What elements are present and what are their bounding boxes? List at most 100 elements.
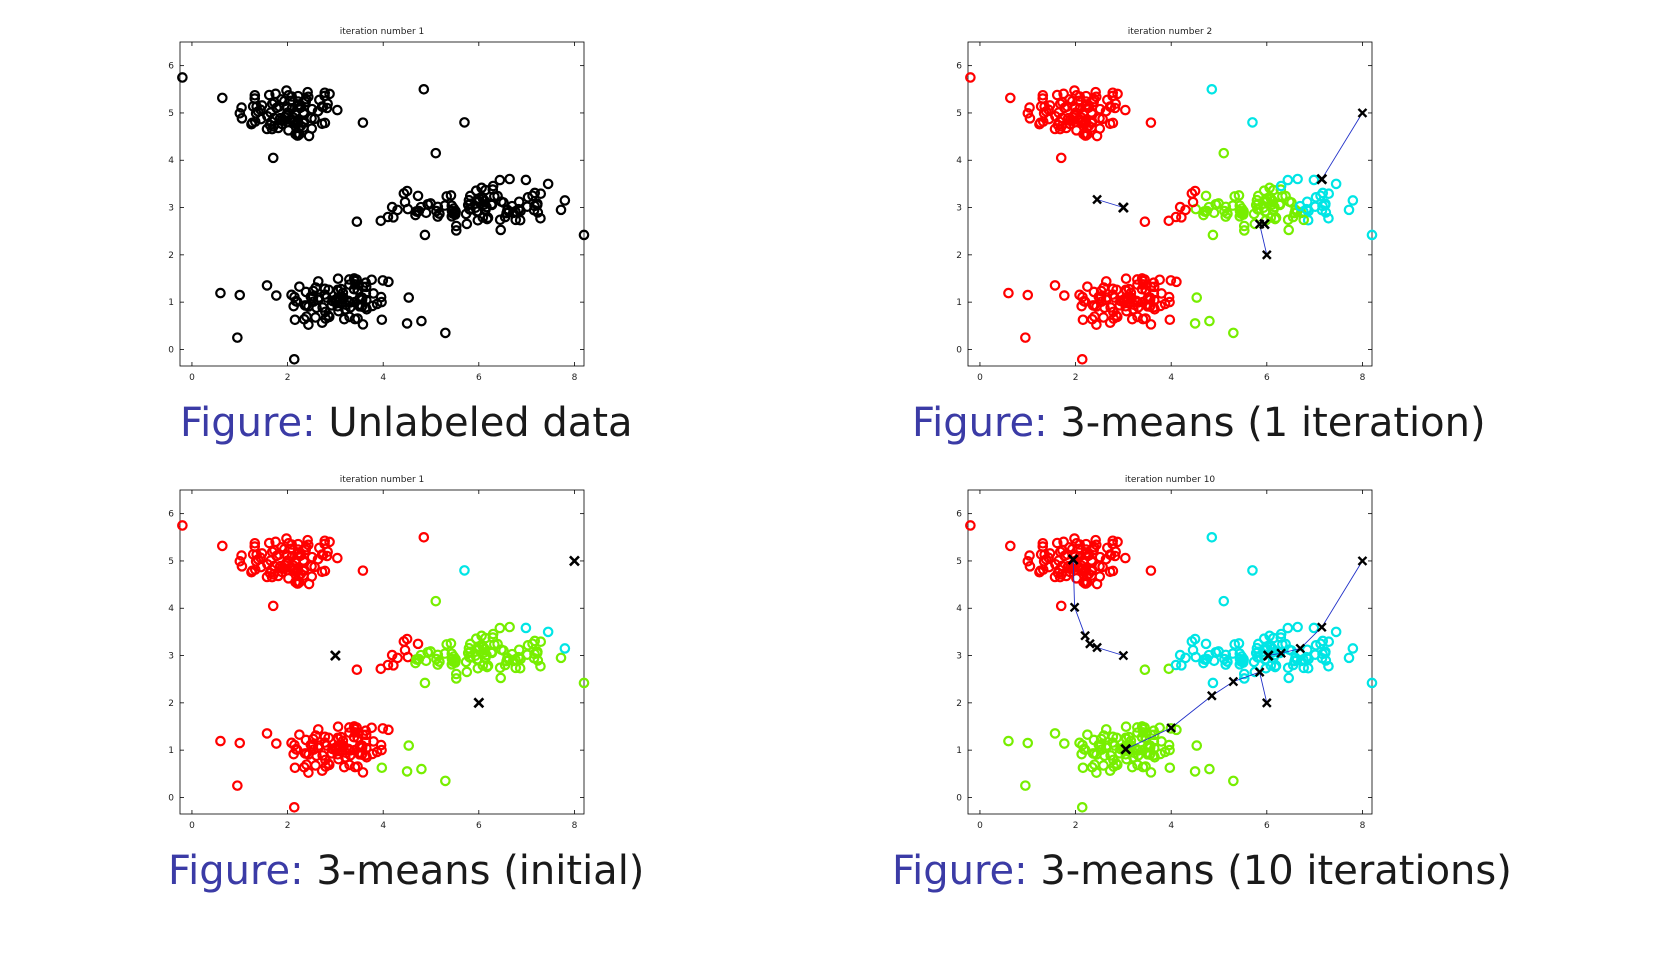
centroid-trail	[1125, 671, 1268, 750]
data-point	[316, 317, 328, 328]
data-point	[270, 88, 281, 100]
data-point	[236, 102, 247, 113]
data-point	[401, 766, 413, 777]
data-point	[1076, 801, 1088, 813]
centroid-x-stroke	[1120, 743, 1132, 755]
data-point	[1280, 638, 1291, 650]
data-point	[319, 737, 330, 748]
data-point	[477, 660, 489, 671]
data-point	[255, 561, 267, 573]
data-point	[450, 673, 462, 684]
data-point	[291, 116, 303, 128]
y-tick-label: 4	[956, 156, 962, 166]
data-point	[288, 748, 299, 760]
centroid-marker	[1259, 218, 1270, 230]
x-tick-label: 4	[380, 373, 386, 383]
data-point	[514, 662, 526, 674]
x-tick-label: 0	[977, 373, 983, 383]
data-point	[1282, 214, 1294, 226]
x-tick-label: 0	[189, 821, 195, 831]
data-point	[1319, 647, 1331, 659]
data-point	[1132, 297, 1144, 308]
data-point	[1343, 204, 1355, 216]
data-point	[514, 214, 526, 226]
data-point	[1282, 174, 1294, 186]
caption-10-iterations: Figure: 3-means (10 iterations)	[892, 848, 1512, 894]
data-point	[461, 666, 473, 678]
data-point	[1098, 282, 1110, 293]
data-point	[1003, 287, 1014, 299]
centroid-x-stroke	[1206, 690, 1217, 701]
data-point	[278, 563, 290, 575]
y-tick-label: 0	[956, 793, 962, 803]
data-point	[1082, 729, 1093, 740]
data-point	[344, 745, 356, 756]
y-tick-label: 5	[168, 557, 174, 567]
data-point	[366, 274, 377, 286]
data-point	[291, 130, 303, 141]
y-tick-label: 4	[168, 156, 174, 166]
data-point	[392, 652, 403, 664]
data-point	[1280, 190, 1291, 202]
centroid-marker	[473, 697, 485, 709]
data-point	[1107, 737, 1118, 748]
centroid-x-stroke	[1067, 554, 1079, 565]
centroid-x-stroke	[1357, 108, 1368, 118]
data-point	[1037, 537, 1049, 549]
data-point	[376, 744, 387, 756]
x-tick-label: 8	[1360, 373, 1366, 383]
data-point	[416, 763, 427, 775]
data-point	[1308, 174, 1320, 186]
data-point	[1191, 292, 1203, 303]
data-point	[278, 115, 290, 127]
data-point	[288, 300, 299, 312]
data-point	[349, 744, 360, 756]
data-point	[327, 743, 338, 755]
data-point	[312, 724, 324, 735]
data-point	[292, 544, 304, 555]
caption-prefix: Figure:	[892, 848, 1028, 894]
data-point	[403, 292, 415, 303]
data-point	[298, 570, 309, 581]
data-point	[1037, 89, 1049, 101]
y-tick-label: 3	[168, 652, 174, 662]
data-point	[366, 722, 377, 734]
data-point	[1238, 225, 1250, 236]
centroid-marker	[1206, 690, 1217, 701]
data-point	[1049, 280, 1061, 291]
data-point	[1022, 107, 1034, 119]
data-point	[450, 220, 462, 232]
data-point	[1218, 147, 1230, 159]
data-point	[1069, 85, 1080, 96]
data-point	[1120, 104, 1131, 116]
data-point	[1315, 190, 1326, 202]
data-point	[1229, 191, 1241, 202]
data-point	[1283, 224, 1295, 236]
caption-prefix: Figure:	[168, 848, 304, 894]
data-point	[319, 289, 330, 300]
data-point	[486, 646, 498, 658]
data-point	[1058, 536, 1069, 548]
data-point	[294, 729, 305, 740]
data-point	[301, 748, 312, 759]
y-tick-label: 2	[956, 251, 962, 261]
caption-1-iteration: Figure: 3-means (1 iteration)	[912, 400, 1486, 446]
data-point	[1170, 211, 1182, 223]
data-point	[1204, 763, 1215, 775]
data-point	[236, 561, 248, 572]
data-point	[1206, 531, 1218, 543]
data-point	[232, 780, 243, 791]
data-point	[1238, 220, 1250, 232]
data-point	[1154, 274, 1165, 286]
data-point	[1076, 300, 1087, 312]
data-point	[448, 651, 460, 662]
data-point	[1094, 560, 1105, 572]
data-point	[386, 201, 398, 213]
data-point	[440, 327, 451, 339]
data-point	[1098, 730, 1110, 741]
data-point	[357, 767, 369, 778]
data-point	[1323, 660, 1334, 672]
data-point	[332, 552, 343, 564]
y-tick-label: 2	[168, 251, 174, 261]
data-point	[399, 196, 411, 208]
